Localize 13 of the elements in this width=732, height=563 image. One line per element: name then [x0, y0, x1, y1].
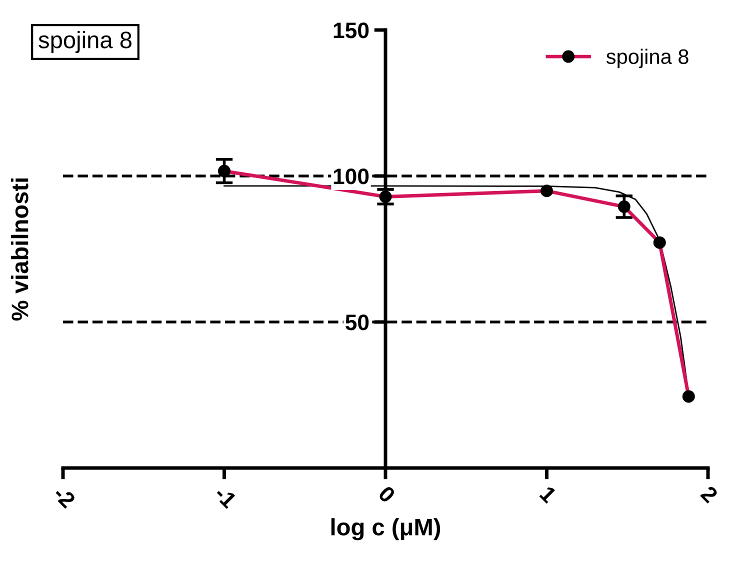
x-tick-label: 0 — [378, 485, 396, 504]
chart-title: spojina 8 — [38, 30, 132, 54]
y-tick-label: 50 — [345, 314, 369, 330]
x-tick-label: -1 — [214, 485, 238, 509]
legend-label: spojina 8 — [606, 48, 688, 68]
y-tick-label: 150 — [334, 22, 369, 38]
y-tick-label: 100 — [334, 168, 369, 184]
x-tick-label: 1 — [539, 486, 558, 504]
y-axis-title: % viabilnosti — [10, 178, 28, 321]
x-axis-title: log c (μM) — [331, 518, 440, 540]
x-tick-label: -2 — [52, 485, 76, 509]
x-tick-label: 2 — [700, 484, 719, 504]
point — [682, 390, 695, 403]
